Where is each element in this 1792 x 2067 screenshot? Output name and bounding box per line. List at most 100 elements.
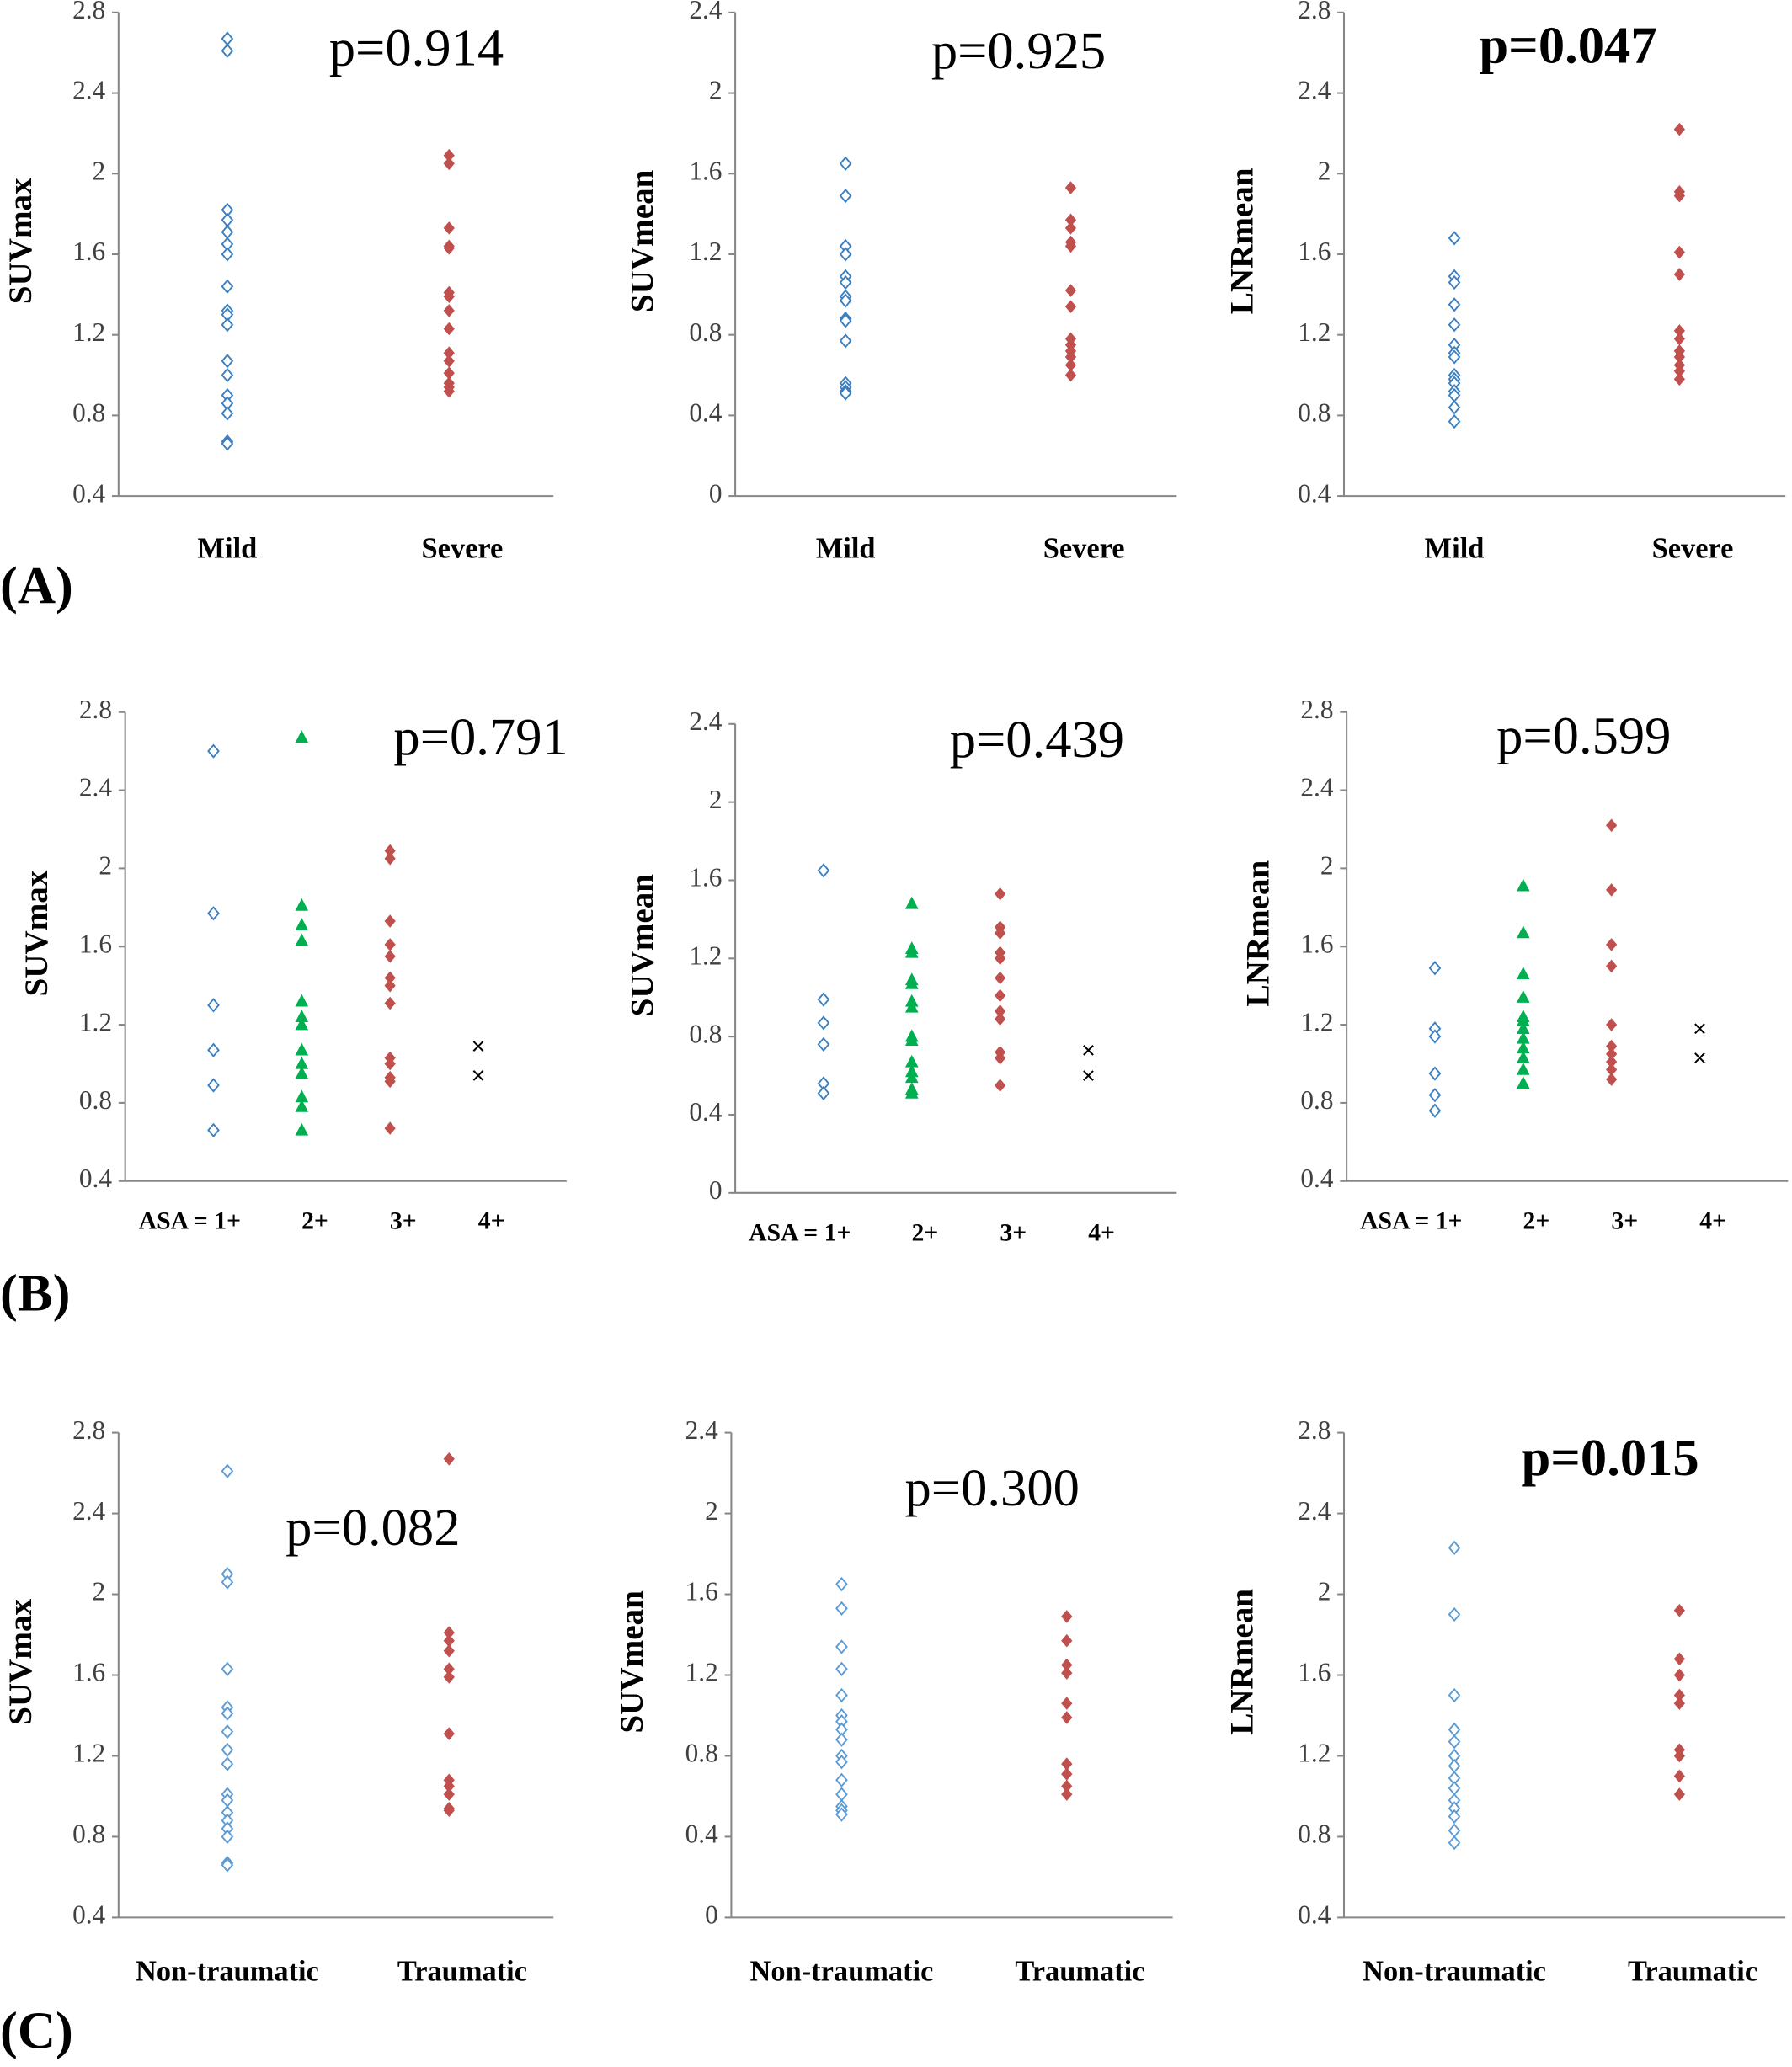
y-tick-label: 2 bbox=[705, 1496, 718, 1526]
point bbox=[1061, 1666, 1073, 1680]
point bbox=[207, 998, 220, 1013]
y-tick-label: 0.8 bbox=[689, 317, 722, 347]
point bbox=[839, 293, 852, 308]
point bbox=[384, 938, 396, 951]
annotation: p=0.791 bbox=[393, 707, 568, 766]
y-tick-label: 0 bbox=[709, 478, 723, 508]
point bbox=[994, 887, 1006, 901]
point bbox=[1516, 1050, 1530, 1063]
x-tick-label: Severe bbox=[1043, 533, 1125, 565]
point bbox=[904, 976, 919, 989]
point bbox=[443, 322, 455, 336]
point bbox=[1448, 400, 1461, 415]
point bbox=[1448, 1835, 1461, 1851]
y-tick-label: 2.8 bbox=[1298, 1415, 1331, 1445]
point bbox=[443, 354, 455, 368]
x-tick-label: 2+ bbox=[1523, 1208, 1550, 1235]
point bbox=[835, 1576, 848, 1592]
y-tick-label: 0.4 bbox=[685, 1819, 718, 1849]
point bbox=[1428, 1029, 1442, 1044]
point bbox=[221, 354, 234, 369]
y-tick-label: 1.2 bbox=[689, 940, 722, 970]
x-tick-label: ASA = 1+ bbox=[1360, 1208, 1462, 1235]
point bbox=[295, 1017, 309, 1031]
y-tick-label: 0.4 bbox=[1300, 1164, 1333, 1193]
point bbox=[1673, 372, 1686, 386]
y-tick-label: 1.6 bbox=[79, 929, 112, 958]
point bbox=[1448, 231, 1461, 246]
point bbox=[1448, 349, 1461, 365]
y-axis-label: SUVmax bbox=[3, 178, 39, 304]
point bbox=[994, 971, 1006, 985]
y-tick-label: 0.8 bbox=[1298, 1819, 1331, 1849]
point bbox=[1673, 1603, 1686, 1617]
x-tick-label: Mild bbox=[198, 533, 258, 565]
point bbox=[384, 996, 396, 1010]
y-tick-label: 0.8 bbox=[689, 1019, 722, 1048]
y-tick-label: 1.2 bbox=[685, 1658, 718, 1687]
point bbox=[384, 1057, 396, 1071]
y-tick-label: 2.8 bbox=[72, 0, 105, 24]
point bbox=[207, 906, 220, 921]
point bbox=[839, 156, 852, 171]
x-tick-label: Non-traumatic bbox=[1363, 1956, 1546, 1988]
point bbox=[1448, 1781, 1461, 1796]
point bbox=[1673, 268, 1686, 281]
point bbox=[221, 317, 234, 333]
y-tick-label: 0.4 bbox=[79, 1164, 112, 1193]
point bbox=[1428, 961, 1442, 976]
point bbox=[835, 1661, 848, 1676]
point bbox=[221, 1661, 234, 1676]
y-tick-label: 0 bbox=[705, 1900, 718, 1930]
point bbox=[1448, 317, 1461, 333]
point bbox=[221, 279, 234, 294]
point bbox=[295, 1056, 309, 1069]
y-tick-label: 2.4 bbox=[1298, 1496, 1331, 1526]
point bbox=[443, 221, 455, 235]
x-tick-label: Mild bbox=[1425, 533, 1485, 565]
x-tick-label: Mild bbox=[816, 533, 876, 565]
x-tick-label: Severe bbox=[421, 533, 503, 565]
point bbox=[1448, 1809, 1461, 1825]
x-tick-label: 3+ bbox=[390, 1208, 417, 1235]
point bbox=[295, 994, 309, 1007]
point bbox=[817, 863, 830, 878]
point bbox=[835, 1601, 848, 1616]
point bbox=[817, 1036, 830, 1052]
point bbox=[207, 1122, 220, 1138]
point bbox=[835, 1772, 848, 1787]
x-tick-label: Traumatic bbox=[1015, 1956, 1144, 1988]
point bbox=[1448, 1823, 1461, 1838]
point bbox=[1064, 181, 1077, 194]
point bbox=[994, 926, 1006, 940]
y-tick-label: 2.4 bbox=[685, 1415, 718, 1445]
x-tick-label: 4+ bbox=[1088, 1220, 1115, 1247]
y-tick-label: 2.4 bbox=[1300, 773, 1333, 802]
y-tick-label: 2 bbox=[709, 785, 723, 814]
y-tick-label: 2.8 bbox=[1298, 0, 1331, 24]
point bbox=[1694, 1052, 1705, 1063]
point bbox=[1448, 274, 1461, 290]
point bbox=[295, 933, 309, 946]
point bbox=[221, 1756, 234, 1771]
point bbox=[295, 898, 309, 911]
point bbox=[839, 274, 852, 290]
y-tick-label: 1.2 bbox=[1298, 317, 1331, 347]
x-tick-label: Non-traumatic bbox=[750, 1956, 934, 1988]
point bbox=[384, 1074, 396, 1089]
point bbox=[904, 999, 919, 1013]
point bbox=[221, 225, 234, 240]
y-tick-label: 1.6 bbox=[72, 237, 105, 266]
point bbox=[1083, 1045, 1094, 1056]
point bbox=[221, 406, 234, 421]
point bbox=[817, 1085, 830, 1101]
y-tick-label: 2.4 bbox=[689, 706, 722, 736]
point bbox=[221, 436, 234, 451]
point bbox=[1448, 1734, 1461, 1750]
y-axis-label: SUVmean bbox=[625, 169, 661, 312]
point bbox=[207, 743, 220, 759]
point bbox=[1428, 1087, 1442, 1103]
y-axis-label: SUVmax bbox=[19, 870, 55, 996]
annotation: p=0.439 bbox=[950, 710, 1124, 769]
point bbox=[221, 1724, 234, 1739]
